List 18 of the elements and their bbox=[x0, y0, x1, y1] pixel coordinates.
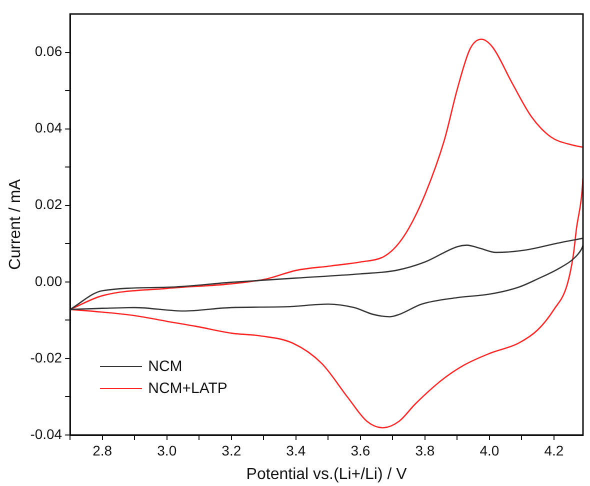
x-tick-label: 2.8 bbox=[92, 442, 112, 458]
legend-label: NCM+LATP bbox=[148, 380, 228, 396]
y-tick-label: 0.06 bbox=[34, 43, 62, 60]
x-tick-label: 4.0 bbox=[480, 442, 500, 458]
legend-label: NCM bbox=[148, 358, 182, 374]
y-tick-label: 0.02 bbox=[34, 196, 62, 212]
y-tick-label: -0.04 bbox=[30, 426, 62, 442]
x-tick-label: 3.4 bbox=[286, 442, 306, 458]
y-tick-label: 0.00 bbox=[34, 272, 62, 289]
x-tick-label: 3.2 bbox=[222, 442, 242, 458]
x-tick-label: 3.0 bbox=[157, 442, 177, 458]
y-axis-title: Current / mA bbox=[7, 178, 24, 270]
y-tick-label: -0.02 bbox=[30, 349, 62, 366]
x-tick-label: 3.6 bbox=[350, 442, 370, 458]
y-tick-label: 0.04 bbox=[34, 120, 62, 136]
x-tick-label: 4.2 bbox=[544, 442, 564, 458]
x-tick-label: 3.8 bbox=[415, 442, 435, 458]
x-axis-title: Potential vs.(Li+/Li) / V bbox=[246, 466, 408, 483]
